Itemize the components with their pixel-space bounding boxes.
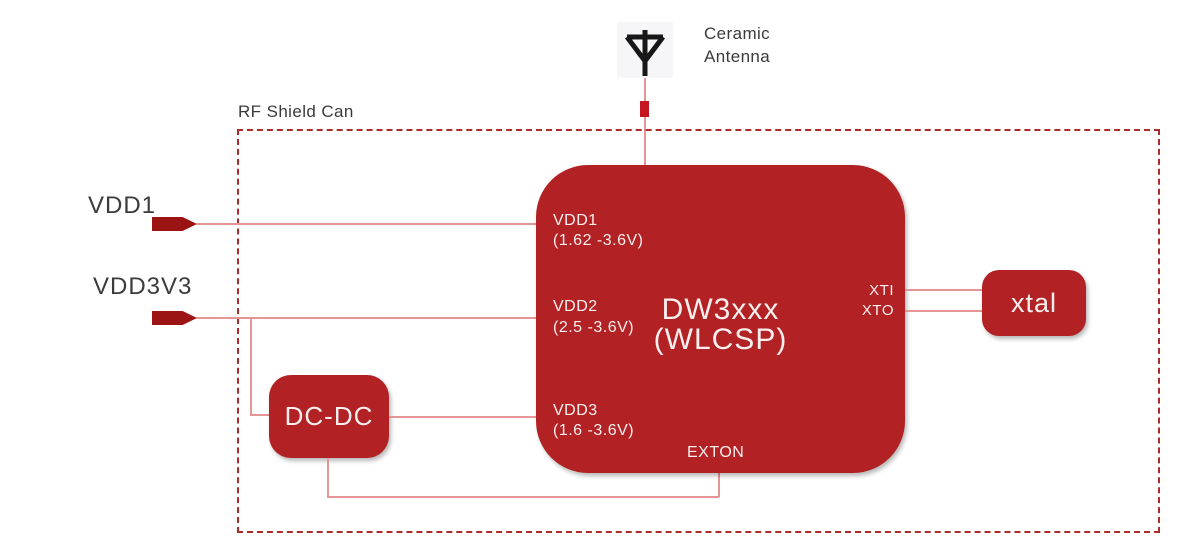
chip-block: VDD1 (1.62 -3.6V) VDD2 (2.5 -3.6V) VDD3 … [536,165,905,473]
dcdc-down-wire [327,458,329,497]
chip-pin-exton: EXTON [687,444,745,461]
vdd3v3-wire [196,317,536,319]
chip-pin-vdd1-name: VDD1 [553,212,598,229]
xtal-label: xtal [1010,287,1058,318]
chip-package: (WLCSP) [653,323,788,356]
antenna-matching-component [640,101,649,117]
dcdc-to-vdd3-wire [389,416,536,418]
xti-wire [905,289,982,291]
chip-pin-vdd1-range: (1.62 -3.6V) [553,232,644,249]
vdd1-wire [196,223,536,225]
chip-pin-vdd3-name: VDD3 [553,402,598,419]
vdd3v3-branch-wire-horizontal [250,414,270,416]
exton-wire-vertical [718,473,720,497]
dcdc-block: DC-DC [269,375,389,458]
chip-pin-xti: XTI [869,282,894,299]
vdd1-supply-label: VDD1 [88,192,157,219]
xto-wire [905,310,982,312]
antenna-icon [617,22,673,78]
vdd1-pin-arrow [152,217,197,231]
rf-shield-can-label: RF Shield Can [238,102,354,121]
antenna-feed-wire [644,78,646,165]
dcdc-label: DC-DC [284,401,374,431]
antenna-icon-glyph [625,30,665,76]
xtal-block: xtal [982,270,1086,336]
chip-pin-vdd3-range: (1.6 -3.6V) [553,422,635,439]
chip-title: DW3xxx [661,293,780,326]
vdd3v3-pin-arrow [152,311,197,325]
chip-pin-vdd2-name: VDD2 [553,298,598,315]
chip-pin-xto: XTO [861,302,894,319]
exton-wire-horizontal [327,496,719,498]
vdd3v3-supply-label: VDD3V3 [93,273,193,300]
ceramic-antenna-label: Ceramic Antenna [704,24,771,66]
rf-shield-can-outline [237,129,1160,533]
chip-pin-vdd2-range: (2.5 -3.6V) [553,319,635,336]
vdd3v3-branch-wire-vertical [250,317,252,415]
